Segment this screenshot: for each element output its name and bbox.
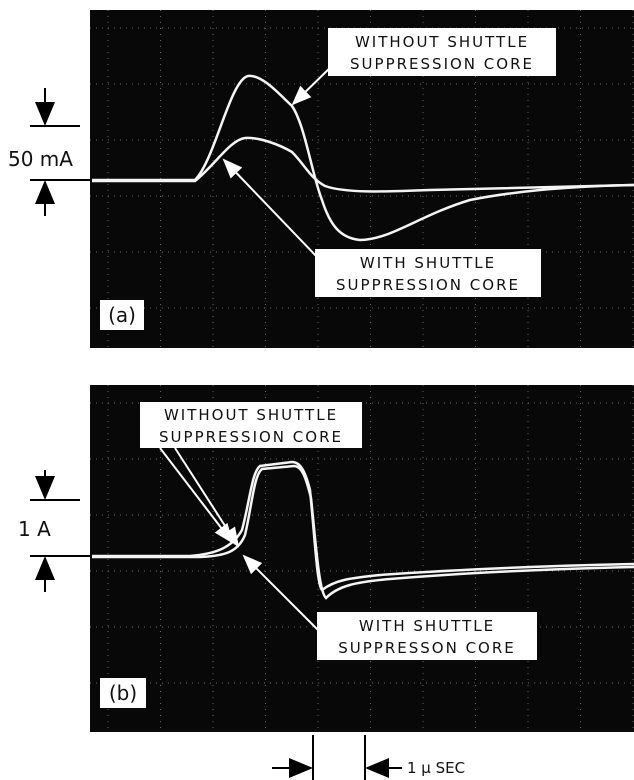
scale-label: 1 A [18,517,51,541]
scale-label: 50 mA [8,147,73,171]
panel-label: (a) [108,303,136,327]
time-scale: 1 μ SEC [272,735,465,780]
annotation: WITH SHUTTLE [360,254,496,272]
time-label: 1 μ SEC [407,759,465,777]
panel-b: WITHOUT SHUTTLE SUPPRESSION CORE WITH SH… [90,385,634,732]
panel-a: WITHOUT SHUTTLE SUPPRESSION CORE WITH SH… [90,10,634,348]
annotation: WITH SHUTTLE [359,617,495,635]
annotation: SUPPRESSION CORE [350,55,534,73]
scale-b: 1 A [18,470,90,592]
annotation: SUPPRESSION CORE [336,276,520,294]
panel-label: (b) [109,681,137,705]
annotation: WITHOUT SHUTTLE [164,406,338,424]
figure: WITHOUT SHUTTLE SUPPRESSION CORE WITH SH… [0,0,634,780]
scale-a: 50 mA [8,88,90,216]
annotation: SUPPRESSON CORE [338,639,516,657]
annotation: SUPPRESSION CORE [159,428,343,446]
annotation: WITHOUT SHUTTLE [355,33,529,51]
